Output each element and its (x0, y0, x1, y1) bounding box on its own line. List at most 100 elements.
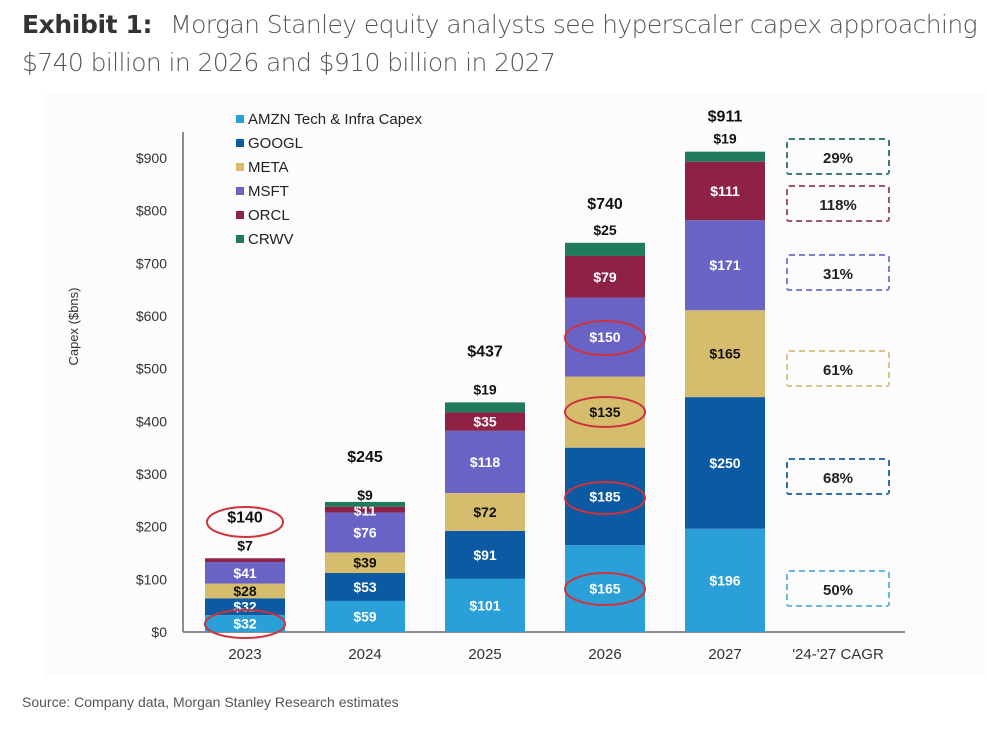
segment-value-label: $35 (473, 414, 497, 430)
cagr-box-msft (786, 254, 890, 291)
bar-segment-orcl-2027 (685, 161, 765, 221)
bar-segment-msft-2026 (565, 297, 645, 377)
bar-segment-googl-2025 (445, 530, 525, 579)
total-value-label: $437 (467, 343, 503, 360)
bar-segment-msft-2023 (205, 561, 285, 584)
y-axis-title: Capex ($bns) (66, 288, 81, 366)
bar-segment-amzn-2023 (205, 615, 285, 632)
bar-segment-meta-2024 (325, 552, 405, 574)
segment-value-label: $185 (589, 488, 620, 504)
y-tick-label: $500 (136, 361, 167, 377)
y-tick-label: $100 (136, 571, 167, 587)
bar-segment-msft-2024 (325, 512, 405, 553)
legend-swatch (236, 139, 244, 147)
legend-swatch (236, 163, 244, 171)
cagr-box-googl (786, 458, 890, 495)
segment-value-label: $7 (237, 537, 253, 553)
x-tick-label-cagr: '24-'27 CAGR (792, 646, 884, 663)
total-value-label: $245 (347, 449, 383, 466)
bar-segment-msft-2027 (685, 220, 765, 311)
legend-swatch (236, 187, 244, 195)
segment-value-label: $101 (469, 597, 500, 613)
x-tick-label: 2024 (348, 646, 381, 663)
bar-segment-amzn-2024 (325, 600, 405, 632)
cagr-value-label: 50% (823, 582, 853, 599)
bar-segment-orcl-2026 (565, 255, 645, 298)
bar-segment-googl-2024 (325, 573, 405, 601)
bar-segment-meta-2025 (445, 492, 525, 531)
y-tick-label: $600 (136, 308, 167, 324)
segment-value-label: $171 (709, 257, 740, 273)
legend-label: ORCL (248, 207, 290, 224)
annotation-circle (204, 609, 286, 639)
segment-value-label: $53 (353, 579, 377, 595)
annotation-circle (564, 396, 646, 428)
y-tick-label: $900 (136, 150, 167, 166)
cagr-value-label: 118% (819, 197, 857, 214)
legend-label: META (248, 159, 289, 176)
bar-segment-googl-2027 (685, 397, 765, 529)
segment-value-label: $19 (473, 381, 497, 397)
segment-value-label: $28 (233, 583, 257, 599)
bar-segment-googl-2026 (565, 447, 645, 546)
bar-segment-orcl-2023 (205, 558, 285, 562)
x-tick-label: 2027 (708, 646, 741, 663)
annotation-circle (564, 572, 646, 606)
cagr-value-label: 68% (823, 470, 853, 487)
x-tick-label: 2025 (468, 646, 501, 663)
segment-value-label: $72 (473, 504, 497, 520)
segment-value-label: $9 (357, 487, 373, 503)
cagr-value-label: 61% (823, 362, 853, 379)
segment-value-label: $25 (593, 222, 617, 238)
segment-value-label: $250 (709, 455, 740, 471)
bar-segment-meta-2023 (205, 583, 285, 599)
segment-value-label: $135 (589, 404, 620, 420)
y-tick-label: $0 (151, 624, 167, 640)
segment-value-label: $76 (353, 524, 377, 540)
legend-label: MSFT (248, 183, 289, 200)
total-value-label: $140 (227, 509, 263, 526)
segment-value-label: $19 (713, 131, 737, 147)
segment-value-label: $91 (473, 547, 497, 563)
annotation-circle (564, 320, 646, 356)
bar-segment-orcl-2024 (325, 506, 405, 513)
total-value-label: $911 (708, 109, 743, 126)
segment-value-label: $41 (233, 565, 257, 581)
x-tick-label: 2026 (588, 646, 621, 663)
bar-segment-orcl-2025 (445, 412, 525, 431)
bar-segment-msft-2025 (445, 430, 525, 493)
exhibit-label: Exhibit 1: (22, 10, 153, 39)
segment-value-label: $150 (589, 329, 620, 345)
cagr-value-label: 31% (823, 266, 853, 283)
total-value-label: $740 (587, 196, 623, 213)
cagr-value-label: 29% (823, 150, 853, 167)
exhibit-title-text: Morgan Stanley equity analysts see hyper… (22, 10, 978, 77)
bar-segment-crwv-2026 (565, 242, 645, 256)
segment-value-label: $165 (589, 581, 620, 597)
cagr-box-orcl (786, 185, 890, 222)
y-tick-label: $400 (136, 413, 167, 429)
segment-value-label: $59 (353, 608, 377, 624)
segment-value-label: $196 (709, 572, 740, 588)
segment-value-label: $118 (470, 454, 501, 470)
bar-segment-meta-2027 (685, 310, 765, 398)
source-note: Source: Company data, Morgan Stanley Res… (22, 694, 399, 710)
legend-label: CRWV (248, 231, 294, 248)
bar-segment-amzn-2026 (565, 545, 645, 632)
segment-value-label: $39 (353, 555, 377, 571)
cagr-box-amzn (786, 570, 890, 607)
legend-label: AMZN Tech & Infra Capex (248, 111, 422, 128)
segment-value-label: $32 (233, 616, 257, 632)
bar-segment-crwv-2027 (685, 151, 765, 162)
segment-value-label: $32 (233, 599, 257, 615)
y-tick-label: $800 (136, 203, 167, 219)
legend-label: GOOGL (248, 135, 303, 152)
annotation-circle (564, 481, 646, 515)
segment-value-label: $111 (710, 183, 740, 199)
y-tick-label: $300 (136, 466, 167, 482)
bar-segment-amzn-2025 (445, 578, 525, 632)
legend-swatch (236, 211, 244, 219)
y-tick-label: $200 (136, 519, 167, 535)
bar-segment-crwv-2025 (445, 402, 525, 413)
